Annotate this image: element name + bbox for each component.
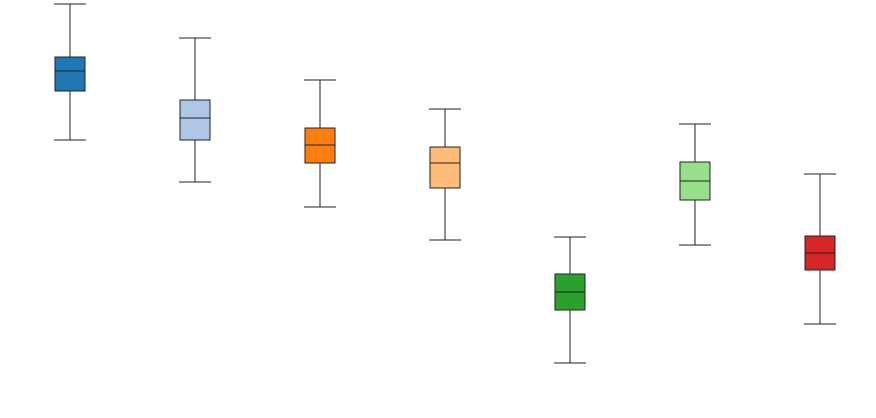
box: [179, 99, 211, 141]
box: [54, 56, 86, 92]
box: [429, 146, 461, 189]
